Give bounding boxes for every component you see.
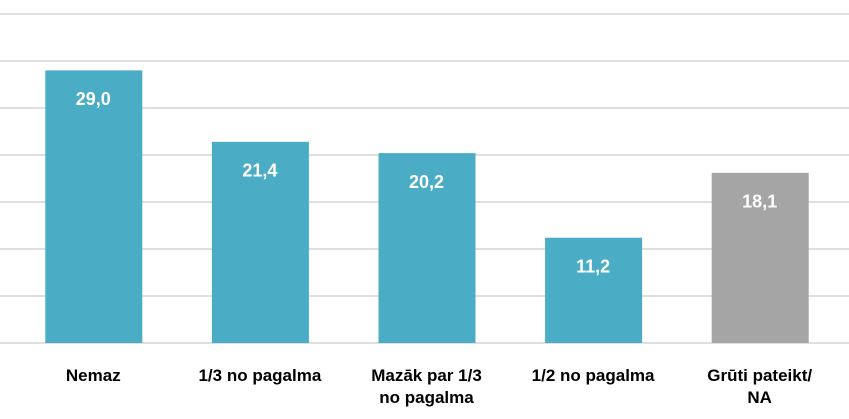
x-tick-label: 1/3 no pagalma xyxy=(198,366,322,385)
x-tick-label: Mazāk par 1/3 no pagalma xyxy=(371,366,482,407)
bar xyxy=(45,70,143,344)
value-label: 20,2 xyxy=(409,172,444,192)
bar xyxy=(211,141,309,343)
value-label: 21,4 xyxy=(242,161,277,181)
bar xyxy=(378,153,476,343)
x-tick-label: 1/2 no pagalma xyxy=(531,366,655,385)
x-tick-label: Nemaz xyxy=(65,366,121,385)
x-tick-label: Grūti pateikt/ NA xyxy=(707,366,813,407)
value-label: 11,2 xyxy=(576,256,610,276)
value-label: 18,1 xyxy=(742,192,777,212)
bar xyxy=(711,172,809,343)
value-label: 29,0 xyxy=(76,89,111,109)
bar xyxy=(545,237,643,343)
